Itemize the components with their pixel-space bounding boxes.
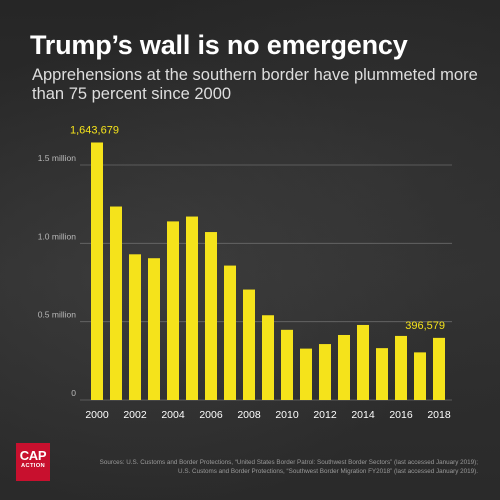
- annotations: 1,643,679 396,579: [70, 124, 445, 331]
- source-line-2: U.S. Customs and Border Protections, “So…: [178, 468, 478, 475]
- x-tick-label: 2012: [313, 409, 337, 421]
- chart-subtitle: Apprehensions at the southern border hav…: [32, 66, 478, 103]
- y-tick-label: 0.5 million: [38, 310, 77, 320]
- bar-2008: [243, 289, 255, 400]
- x-tick-label: 2004: [161, 409, 185, 421]
- data-label-2018: 396,579: [405, 320, 445, 332]
- x-tick-label: 2002: [123, 409, 147, 421]
- y-tick-label: 1.0 million: [38, 231, 77, 241]
- bar-2015: [376, 348, 388, 400]
- bars: [91, 142, 445, 400]
- bar-2003: [148, 258, 160, 400]
- x-tick-label: 2016: [389, 409, 413, 421]
- bar-2001: [110, 206, 122, 400]
- x-tick-label: 2006: [199, 409, 223, 421]
- sources-note: Sources: U.S. Customs and Border Protect…: [58, 458, 478, 476]
- bar-2018: [433, 337, 445, 400]
- bar-2013: [338, 334, 350, 400]
- y-tick-label: 1.5 million: [38, 153, 77, 163]
- bar-2017: [414, 352, 426, 400]
- cap-action-logo: CAP ACTION: [16, 443, 50, 481]
- bar-2011: [300, 348, 312, 400]
- bar-2016: [395, 335, 407, 400]
- bar-2007: [224, 265, 236, 400]
- bar-2014: [357, 324, 369, 400]
- x-axis-ticks: 2000 2002 2004 2006 2008 2010 2012 2014 2016 2018: [85, 409, 451, 421]
- y-tick-label: 0: [71, 388, 76, 398]
- x-tick-label: 2018: [427, 409, 451, 421]
- bar-2012: [319, 344, 331, 400]
- bar-2010: [281, 329, 293, 400]
- data-label-2000: 1,643,679: [70, 124, 119, 136]
- bar-2009: [262, 315, 274, 400]
- bar-2000: [91, 142, 103, 400]
- x-tick-label: 2008: [237, 409, 261, 421]
- x-tick-label: 2014: [351, 409, 375, 421]
- y-axis-ticks: 0 0.5 million 1.0 million 1.5 million: [38, 153, 77, 398]
- bar-2002: [129, 254, 141, 400]
- bar-2005: [186, 216, 198, 400]
- bar-2004: [167, 221, 179, 400]
- bar-2006: [205, 232, 217, 400]
- chart-title: Trump’s wall is no emergency: [30, 30, 408, 60]
- x-tick-label: 2000: [85, 409, 109, 421]
- x-tick-label: 2010: [275, 409, 299, 421]
- source-line-1: Sources: U.S. Customs and Border Protect…: [99, 459, 478, 466]
